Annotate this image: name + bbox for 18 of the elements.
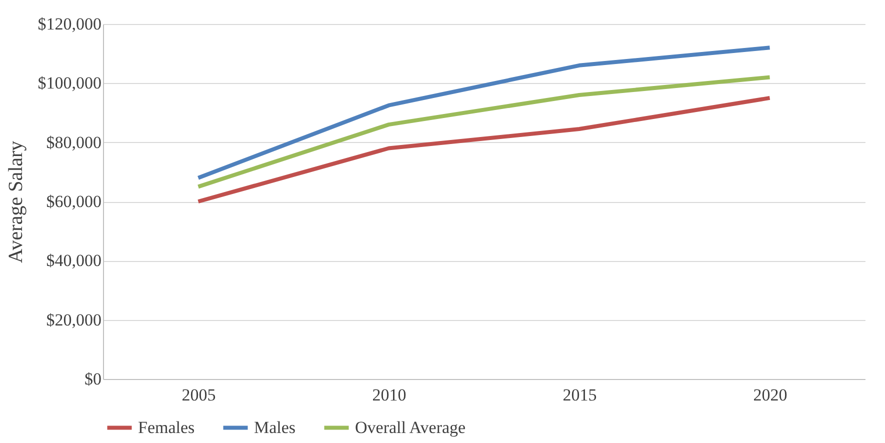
y-tick-label: $40,000	[46, 251, 102, 270]
x-tick-label: 2020	[753, 386, 788, 404]
x-tick-label: 2005	[182, 386, 216, 404]
y-tick-label: $80,000	[46, 132, 102, 152]
legend-label: Females	[138, 418, 195, 437]
y-tick-label: $0	[84, 370, 102, 388]
line-series	[196, 96, 772, 204]
line-series	[196, 46, 772, 180]
y-tick-label: $20,000	[46, 310, 102, 330]
x-tick-label: 2015	[562, 386, 597, 404]
y-axis-title: Average Salary	[4, 140, 27, 264]
line-series	[196, 75, 772, 189]
legend-label: Overall Average	[355, 418, 466, 437]
legend-label: Males	[254, 418, 296, 437]
y-tick-label: $100,000	[38, 74, 102, 93]
x-tick-label: 2010	[372, 386, 406, 404]
y-tick-label: $120,000	[38, 14, 102, 34]
y-tick-label: $60,000	[46, 192, 102, 211]
